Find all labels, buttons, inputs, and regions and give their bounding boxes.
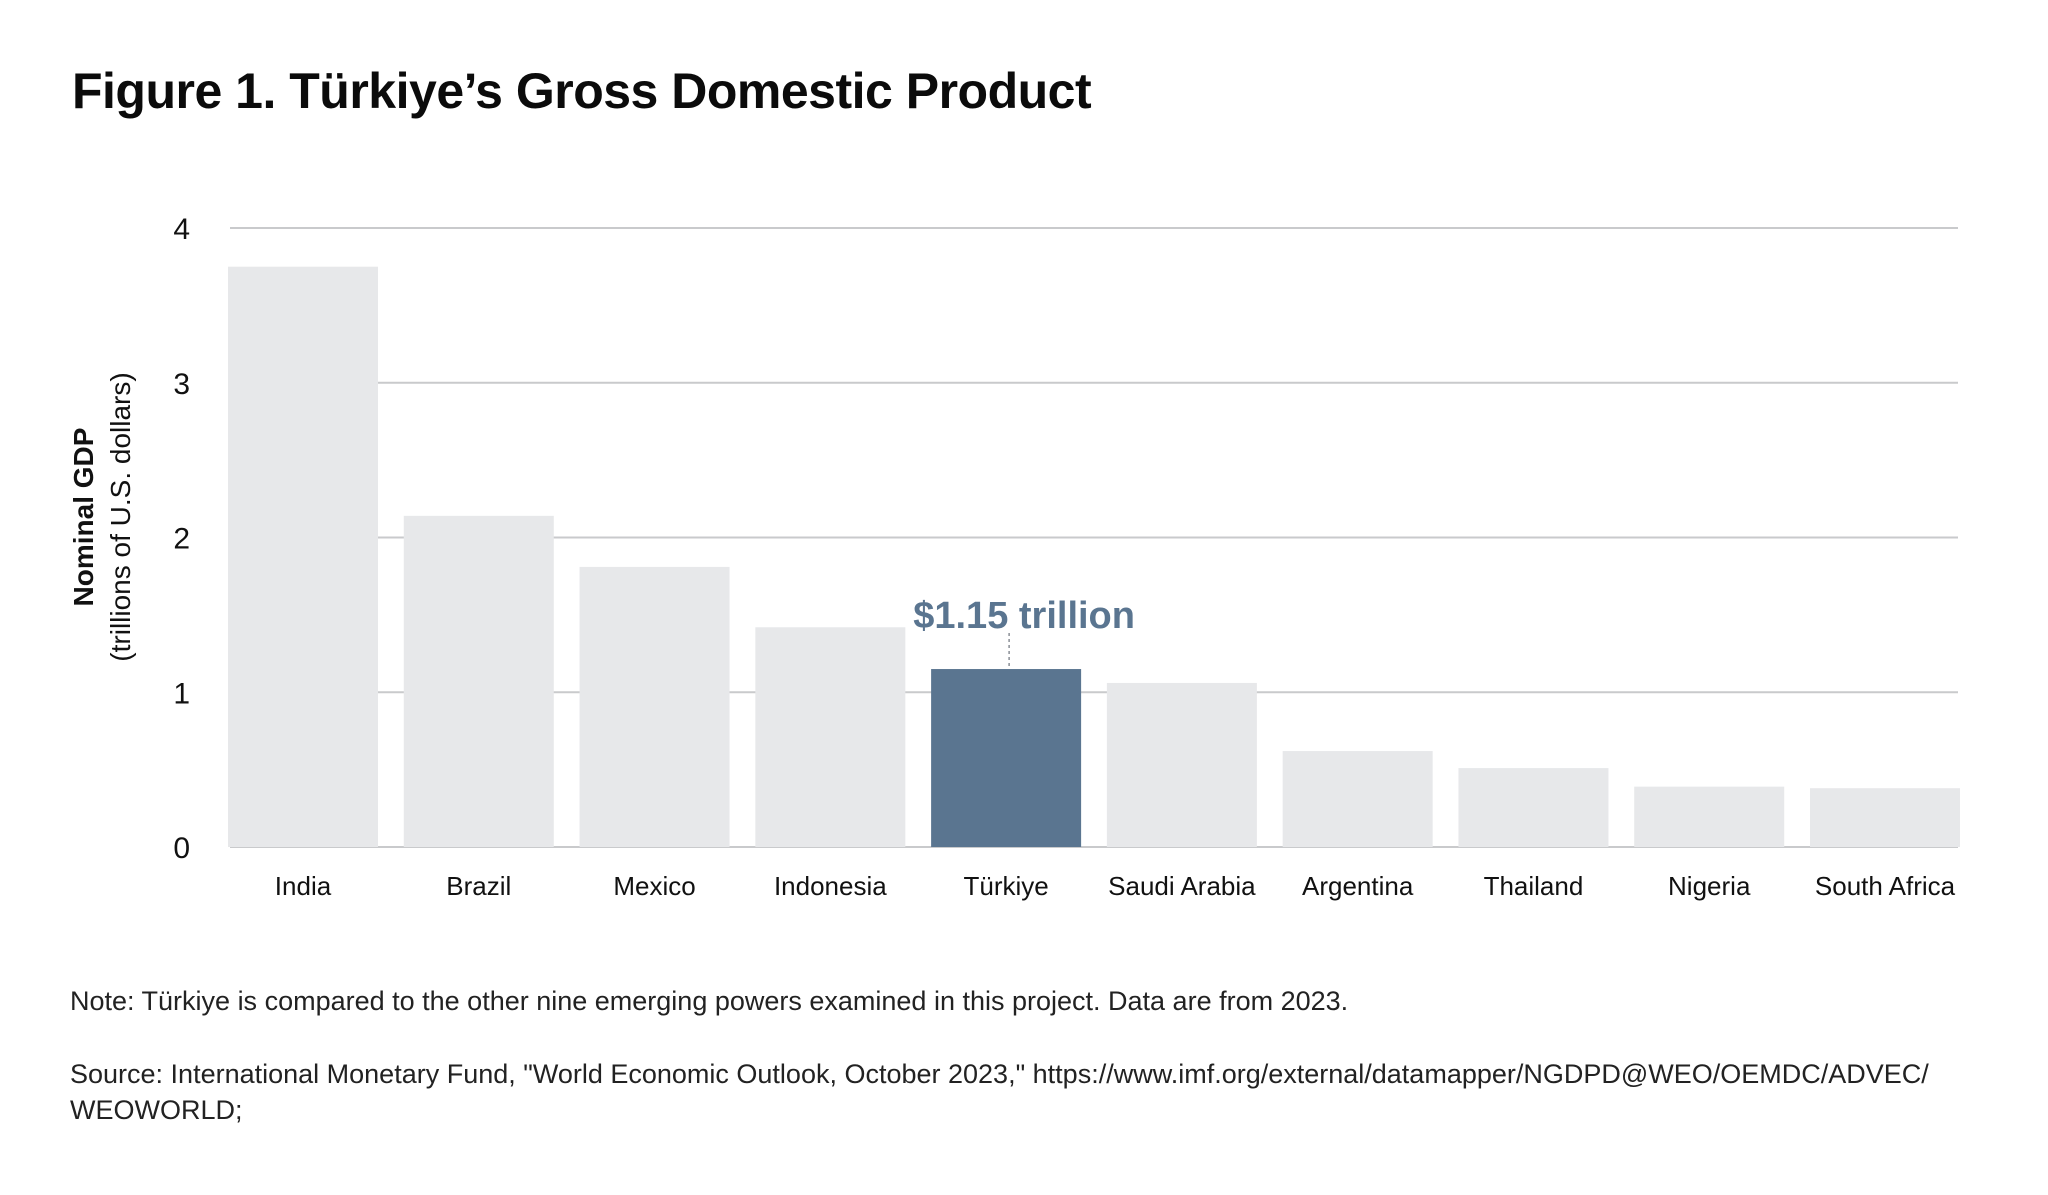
x-tick-label: Thailand [1484,871,1584,901]
x-tick-label: Türkiye [963,871,1048,901]
y-axis-label: Nominal GDP (trillions of U.S. dollars) [68,372,136,661]
y-tick-label: 1 [173,677,190,710]
x-tick-label: Argentina [1302,871,1414,901]
chart-source: Source: International Monetary Fund, "Wo… [70,1056,2030,1128]
bar-mexico [579,566,730,847]
bar-india [228,266,378,847]
x-tick-labels: India Brazil Mexico Indonesia Türkiye Saudi A… [275,871,1956,901]
x-tick-label: India [275,871,332,901]
bar-thailand [1458,768,1609,847]
bar-argentina [1282,751,1433,847]
y-tick-label: 2 [173,523,190,556]
bar-south-africa [1810,788,1960,847]
bar-t-rkiye [931,669,1082,847]
x-tick-label: South Africa [1815,871,1956,901]
y-tick-label: 0 [173,832,190,865]
y-tick-label: 3 [173,368,190,401]
bar-brazil [403,515,554,847]
y-axis-title: Nominal GDP [68,428,99,607]
chart-note: Note: Türkiye is compared to the other n… [70,986,1349,1016]
x-tick-label: Mexico [613,871,695,901]
bars [228,266,1960,847]
bar-nigeria [1634,786,1785,847]
annotation-label: $1.15 trillion [913,595,1135,637]
source-line-2: WEOWORLD; [70,1095,243,1125]
bar-saudi-arabia [1106,682,1257,847]
bar-indonesia [755,627,906,847]
x-tick-label: Indonesia [774,871,887,901]
annotation: $1.15 trillion [913,595,1135,667]
y-tick-labels: 0 1 2 3 4 [173,213,190,865]
x-tick-label: Saudi Arabia [1108,871,1256,901]
y-tick-label: 4 [173,213,190,246]
x-tick-label: Brazil [446,871,511,901]
chart-title: Figure 1. Türkiye’s Gross Domestic Produ… [72,63,1092,119]
source-line-1: Source: International Monetary Fund, "Wo… [70,1059,1929,1089]
x-tick-label: Nigeria [1668,871,1751,901]
y-axis-subtitle: (trillions of U.S. dollars) [105,372,136,661]
